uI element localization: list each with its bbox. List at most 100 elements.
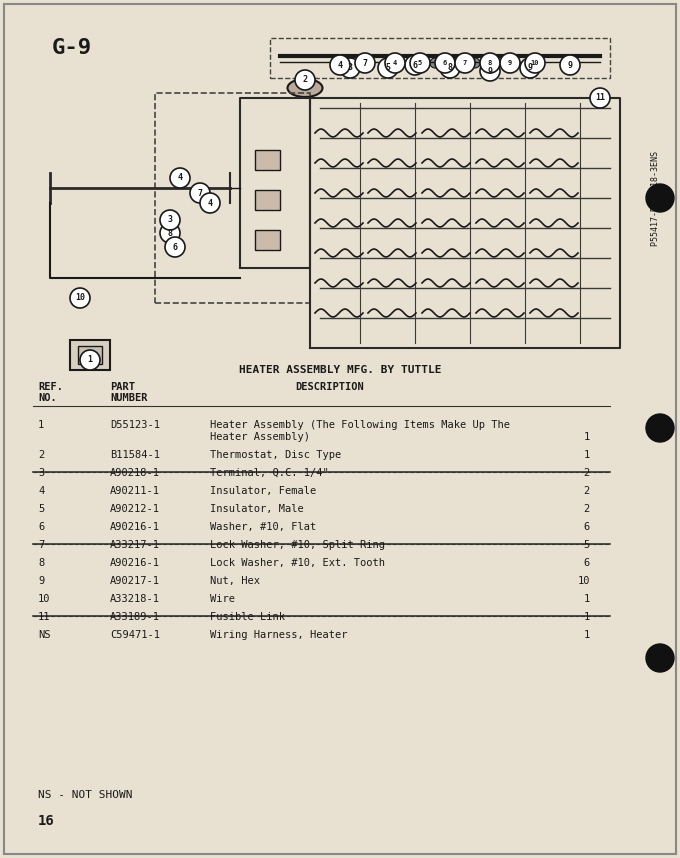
Circle shape xyxy=(455,53,475,73)
Circle shape xyxy=(330,55,350,75)
Text: 6: 6 xyxy=(583,558,590,568)
Text: 7: 7 xyxy=(38,540,44,550)
Circle shape xyxy=(590,88,610,108)
Text: 4: 4 xyxy=(207,198,212,208)
Text: 16: 16 xyxy=(38,814,55,828)
Circle shape xyxy=(410,53,430,73)
Text: 7: 7 xyxy=(463,60,467,66)
Text: Lock Washer, #10, Ext. Tooth: Lock Washer, #10, Ext. Tooth xyxy=(210,558,385,568)
Text: 11: 11 xyxy=(38,612,50,622)
Text: NS - NOT SHOWN: NS - NOT SHOWN xyxy=(38,790,133,800)
Text: Terminal, Q.C. 1/4": Terminal, Q.C. 1/4" xyxy=(210,468,328,478)
Text: A90211-1: A90211-1 xyxy=(110,486,160,496)
Circle shape xyxy=(525,53,545,73)
Text: A90217-1: A90217-1 xyxy=(110,576,160,586)
Bar xyxy=(255,150,280,170)
Circle shape xyxy=(385,53,405,73)
Circle shape xyxy=(410,58,420,68)
Bar xyxy=(255,230,280,250)
Text: 3: 3 xyxy=(347,63,352,72)
Text: HEATER ASSEMBLY MFG. BY TUTTLE: HEATER ASSEMBLY MFG. BY TUTTLE xyxy=(239,365,441,375)
Circle shape xyxy=(355,53,375,73)
Text: 1: 1 xyxy=(583,432,590,442)
Text: 10: 10 xyxy=(531,60,539,66)
Text: 2: 2 xyxy=(583,504,590,514)
Text: 10: 10 xyxy=(38,594,50,604)
Circle shape xyxy=(646,644,674,672)
Text: 10: 10 xyxy=(75,293,85,303)
Text: REF.: REF. xyxy=(38,382,63,392)
Text: 3: 3 xyxy=(167,215,173,225)
Text: 9: 9 xyxy=(528,63,532,72)
Text: Wire: Wire xyxy=(210,594,235,604)
Circle shape xyxy=(435,53,455,73)
Text: Insulator, Female: Insulator, Female xyxy=(210,486,316,496)
Circle shape xyxy=(190,183,210,203)
Text: 3: 3 xyxy=(38,468,44,478)
Text: 9: 9 xyxy=(488,67,492,76)
Circle shape xyxy=(378,58,398,78)
Circle shape xyxy=(165,237,185,257)
Text: A90212-1: A90212-1 xyxy=(110,504,160,514)
Text: 1: 1 xyxy=(583,612,590,622)
Circle shape xyxy=(80,350,100,370)
Bar xyxy=(270,38,610,78)
Circle shape xyxy=(450,58,460,68)
Text: B11584-1: B11584-1 xyxy=(110,450,160,460)
Text: A33218-1: A33218-1 xyxy=(110,594,160,604)
Text: Lock Washer, #10, Split Ring: Lock Washer, #10, Split Ring xyxy=(210,540,385,550)
Text: NO.: NO. xyxy=(38,393,56,403)
Text: PART: PART xyxy=(110,382,135,392)
Circle shape xyxy=(390,58,400,68)
Circle shape xyxy=(405,55,425,75)
Text: 6: 6 xyxy=(583,522,590,532)
Text: 1: 1 xyxy=(583,630,590,640)
Text: 11: 11 xyxy=(595,94,605,102)
Circle shape xyxy=(560,55,580,75)
Circle shape xyxy=(170,168,190,188)
Text: 6: 6 xyxy=(173,243,177,251)
Circle shape xyxy=(470,58,480,68)
Text: 5: 5 xyxy=(583,540,590,550)
Text: 9: 9 xyxy=(508,60,512,66)
Text: Wiring Harness, Heater: Wiring Harness, Heater xyxy=(210,630,347,640)
Text: 5: 5 xyxy=(418,60,422,66)
Text: 2: 2 xyxy=(583,486,590,496)
Text: 9: 9 xyxy=(38,576,44,586)
Text: 4: 4 xyxy=(393,60,397,66)
Text: Nut, Hex: Nut, Hex xyxy=(210,576,260,586)
Circle shape xyxy=(500,53,520,73)
Circle shape xyxy=(520,58,540,78)
Text: 8: 8 xyxy=(488,60,492,66)
Text: 1: 1 xyxy=(583,594,590,604)
Text: 6: 6 xyxy=(413,61,418,69)
Bar xyxy=(255,190,280,210)
Circle shape xyxy=(480,61,500,81)
Circle shape xyxy=(160,223,180,243)
Text: 6: 6 xyxy=(443,60,447,66)
Circle shape xyxy=(70,288,90,308)
Text: 2: 2 xyxy=(38,450,44,460)
Text: 1: 1 xyxy=(88,355,92,365)
Text: 7: 7 xyxy=(197,189,203,197)
Text: Heater Assembly (The Following Items Make Up The: Heater Assembly (The Following Items Mak… xyxy=(210,420,510,430)
Text: C59471-1: C59471-1 xyxy=(110,630,160,640)
Circle shape xyxy=(430,58,440,68)
Ellipse shape xyxy=(288,79,322,97)
Bar xyxy=(155,93,310,303)
Bar xyxy=(70,340,110,370)
Text: 4: 4 xyxy=(38,486,44,496)
Text: A33217-1: A33217-1 xyxy=(110,540,160,550)
Text: 10: 10 xyxy=(577,576,590,586)
Text: Heater Assembly): Heater Assembly) xyxy=(210,432,310,442)
Text: 5: 5 xyxy=(38,504,44,514)
Text: NUMBER: NUMBER xyxy=(110,393,148,403)
Circle shape xyxy=(646,414,674,442)
Text: A33189-1: A33189-1 xyxy=(110,612,160,622)
Circle shape xyxy=(200,193,220,213)
Text: D55123-1: D55123-1 xyxy=(110,420,160,430)
Text: 2: 2 xyxy=(583,468,590,478)
Text: 1: 1 xyxy=(583,450,590,460)
Circle shape xyxy=(646,184,674,212)
Text: NS: NS xyxy=(38,630,50,640)
